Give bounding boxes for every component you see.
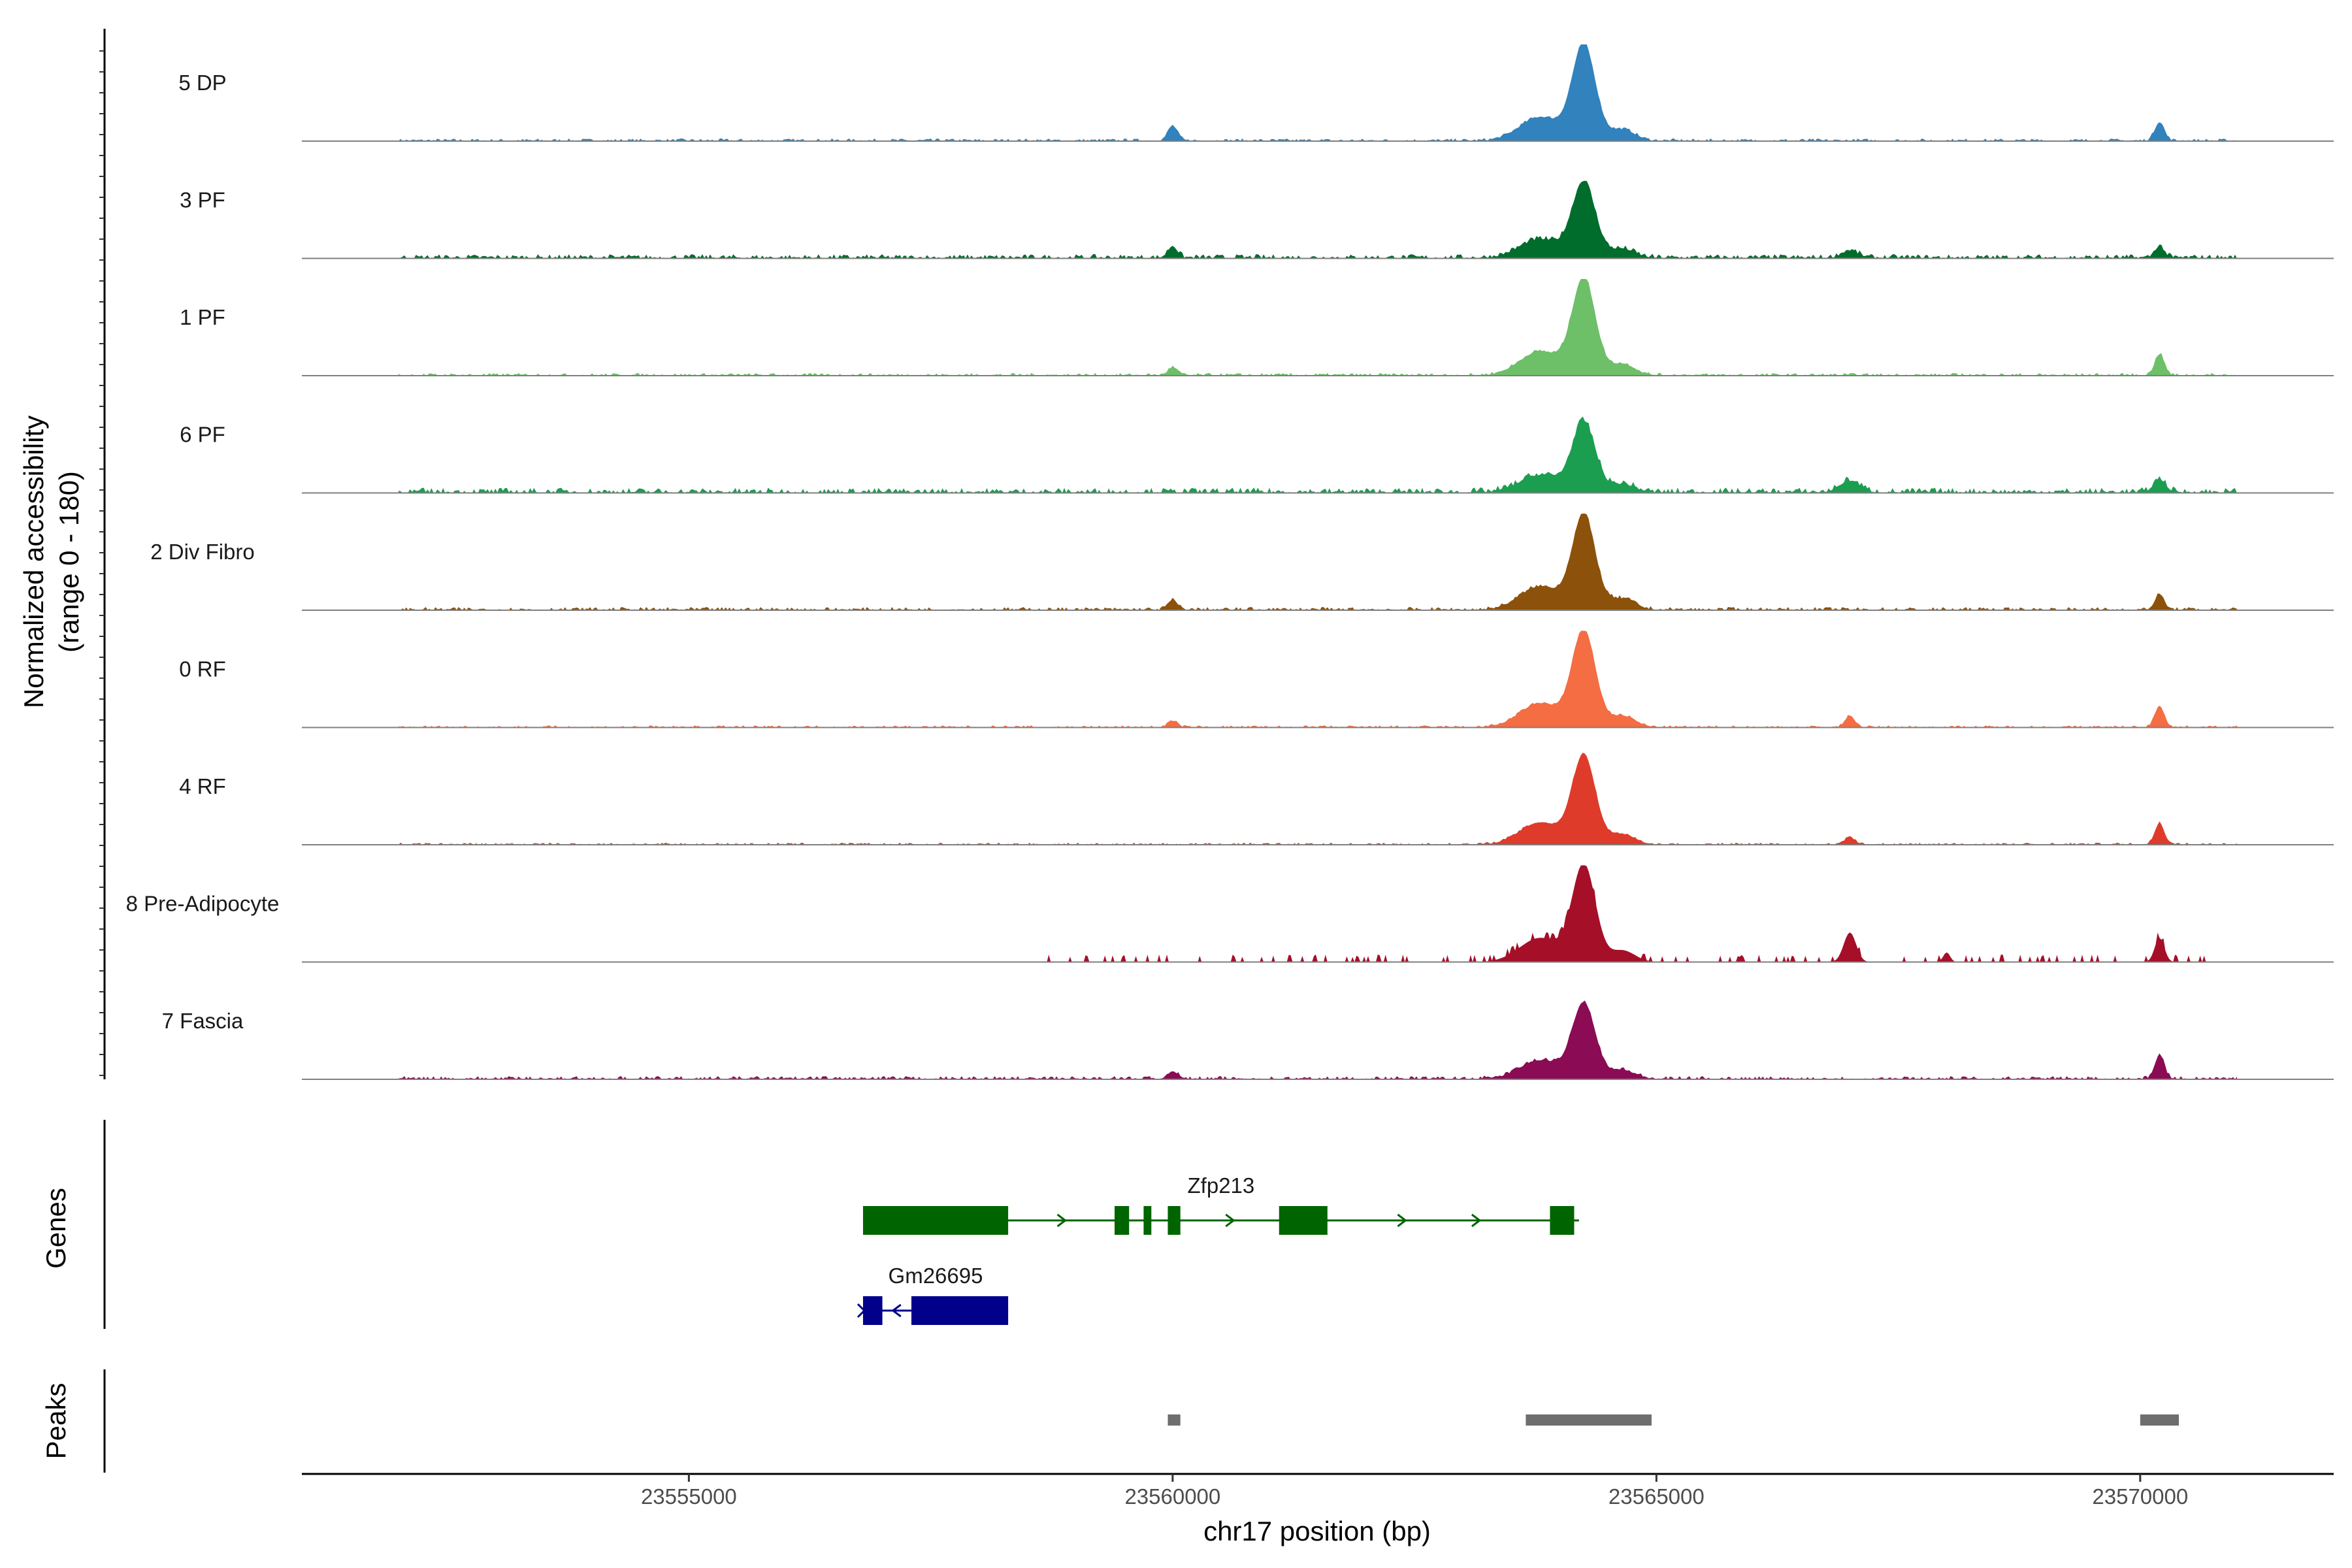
y-axis-title-line1: Normalized accessibility [18,416,49,708]
y-axis-title-line2: (range 0 - 180) [54,471,84,653]
track-label: 8 Pre-Adipocyte [126,892,280,916]
strand-chevron [857,1303,866,1318]
strand-chevron [1397,1213,1407,1228]
x-axis: chr17 position (bp) 23555000 23560000 2356… [302,1473,2334,1546]
track-5: 2 Div Fibro [150,514,2334,611]
gene-exon [1115,1206,1130,1235]
track-3: 1 PF [180,279,2334,376]
peak-region [2140,1414,2180,1426]
gene-Gm26695: Gm26695 [857,1264,1009,1325]
peak-track: Peaks [41,1369,2180,1473]
genes-axis-title: Genes [41,1188,71,1269]
x-tick-label: 23560000 [1124,1484,1220,1509]
coverage-area [399,514,2237,610]
gene-exon [1143,1206,1152,1235]
x-tick-label: 23565000 [1609,1484,1705,1509]
coverage-area [399,44,2237,141]
y-axis-title: Normalized accessibility (range 0 - 180) [18,416,84,708]
strand-chevron [1056,1213,1068,1228]
gene-exon [1168,1206,1181,1235]
gene-label: Zfp213 [1188,1173,1255,1198]
track-label: 6 PF [180,423,225,447]
track-8: 8 Pre-Adipocyte [126,865,2334,963]
track-9: 7 Fascia [162,1000,2334,1080]
x-tick-label: 23555000 [641,1484,737,1509]
peak-region [1526,1414,1652,1426]
x-tick-label: 23570000 [2092,1484,2188,1509]
track-1: 5 DP [178,44,2334,142]
coverage-area [399,1000,2237,1079]
track-label: 3 PF [180,188,225,212]
gene-exon [862,1206,1009,1235]
gene-exon [862,1296,883,1325]
track-label: 1 PF [180,305,225,329]
track-label: 5 DP [178,71,226,95]
coverage-area [1047,865,2237,962]
gene-Zfp213: Zfp213 [862,1173,1579,1235]
coverage-area [399,279,2237,376]
track-6: 0 RF [179,630,2334,728]
x-axis-title: chr17 position (bp) [1203,1516,1431,1546]
gene-track: Genes Zfp213 Gm26695 [41,1120,1579,1329]
track-4: 6 PF [180,416,2334,494]
gene-exon [1279,1206,1328,1235]
track-label: 0 RF [179,657,226,681]
coverage-area [399,753,2237,845]
gene-label: Gm26695 [889,1264,983,1288]
coverage-area [399,180,2237,259]
left-axis [99,29,106,1079]
peaks-axis-title: Peaks [41,1383,71,1460]
strand-chevron [1225,1213,1235,1228]
track-label: 7 Fascia [162,1009,244,1033]
track-label: 4 RF [179,774,226,798]
strand-chevron [1471,1213,1482,1228]
peak-region [1168,1414,1181,1426]
gene-exon [1550,1206,1575,1235]
track-label: 2 Div Fibro [150,540,255,564]
coverage-area [399,416,2237,493]
coverage-tracks: 5 DP 3 PF 1 PF 6 PF 2 Div Fibro 0 RF 4 RF 8 Pre… [126,44,2334,1080]
track-2: 3 PF [180,180,2334,259]
track-7: 4 RF [179,753,2334,845]
strand-chevron [891,1303,902,1318]
coverage-area [399,630,2237,728]
gene-exon [911,1296,1009,1325]
